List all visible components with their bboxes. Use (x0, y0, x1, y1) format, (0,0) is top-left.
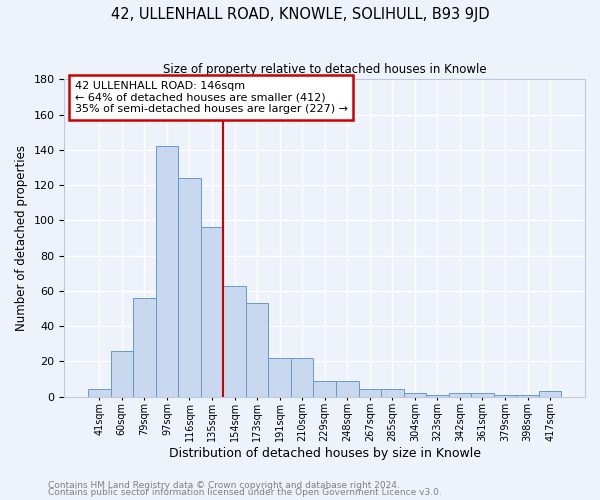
Bar (313, 380, 336, 396)
Text: Contains HM Land Registry data © Crown copyright and database right 2024.: Contains HM Land Registry data © Crown c… (48, 480, 400, 490)
Text: Contains public sector information licensed under the Open Government Licence v3: Contains public sector information licen… (48, 488, 442, 497)
Bar (516, 395, 539, 396)
Bar (449, 393, 471, 396)
Title: Size of property relative to detached houses in Knowle: Size of property relative to detached ho… (163, 62, 487, 76)
Bar (381, 390, 404, 396)
Bar (268, 358, 291, 397)
Y-axis label: Number of detached properties: Number of detached properties (15, 145, 28, 331)
Bar (404, 393, 426, 396)
Bar (291, 358, 313, 397)
Bar (223, 286, 246, 397)
Text: 42, ULLENHALL ROAD, KNOWLE, SOLIHULL, B93 9JD: 42, ULLENHALL ROAD, KNOWLE, SOLIHULL, B9… (110, 8, 490, 22)
Bar (88, 390, 110, 396)
Bar (133, 298, 155, 396)
Bar (201, 228, 223, 396)
Bar (426, 395, 449, 396)
Bar (471, 393, 494, 396)
Bar (494, 395, 516, 396)
Bar (246, 303, 268, 396)
Text: 42 ULLENHALL ROAD: 146sqm
← 64% of detached houses are smaller (412)
35% of semi: 42 ULLENHALL ROAD: 146sqm ← 64% of detac… (75, 81, 348, 114)
Bar (155, 146, 178, 396)
X-axis label: Distribution of detached houses by size in Knowle: Distribution of detached houses by size … (169, 447, 481, 460)
Bar (539, 391, 562, 396)
Bar (178, 178, 201, 396)
Bar (110, 350, 133, 397)
Bar (359, 390, 381, 396)
Bar (336, 380, 359, 396)
